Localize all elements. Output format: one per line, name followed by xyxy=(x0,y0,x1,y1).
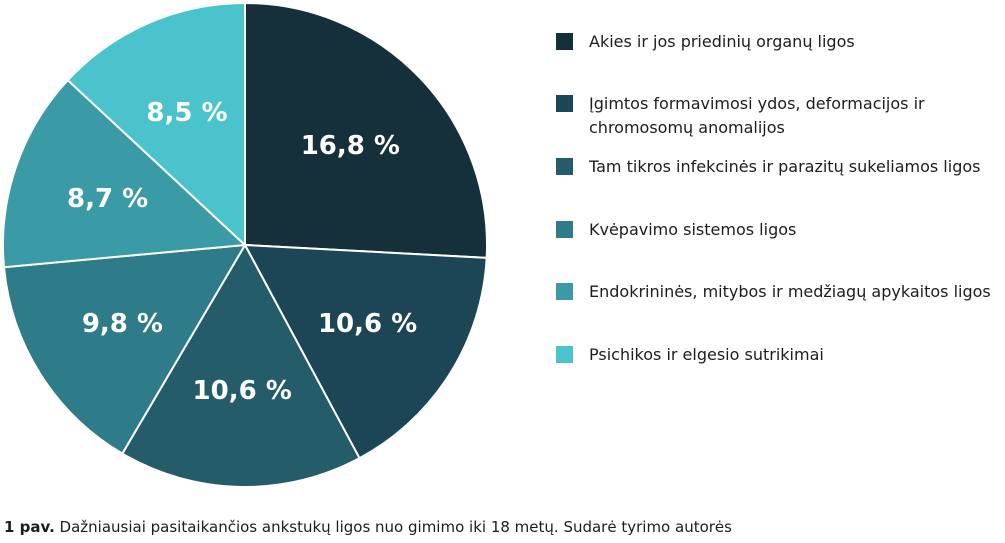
legend-swatch xyxy=(556,95,573,112)
pie-chart: 16,8 % 10,6 % 10,6 % 9,8 % 8,7 % 8,5 % xyxy=(2,1,488,488)
legend-label: Įgimtos formavimosi ydos, deformacijos i… xyxy=(589,94,925,137)
legend-item: Tam tikros infekcinės ir parazitų sukeli… xyxy=(556,155,1005,179)
pie-slice xyxy=(2,243,247,455)
slice-data-label: 8,5 % xyxy=(146,98,227,128)
legend-label: Akies ir jos priedinių organų ligos xyxy=(589,32,855,51)
caption-text: Dažniausiai pasitaikančios ankstukų ligo… xyxy=(54,518,732,536)
pie-slice xyxy=(66,1,246,248)
legend-swatch xyxy=(556,221,573,238)
pie-slice xyxy=(120,242,361,488)
legend-item: Akies ir jos priedinių organų ligos xyxy=(556,30,1005,54)
slice-data-label: 10,6 % xyxy=(318,309,417,339)
pie-slice xyxy=(243,243,488,460)
legend-swatch xyxy=(556,158,573,175)
slice-data-label: 10,6 % xyxy=(193,376,292,406)
legend-swatch xyxy=(556,33,573,50)
slice-data-label: 16,8 % xyxy=(301,131,400,161)
legend-label: Kvėpavimo sistemos ligos xyxy=(589,220,797,239)
legend-item: Įgimtos formavimosi ydos, deformacijos i… xyxy=(556,92,1005,140)
caption-label: 1 pav. xyxy=(4,518,55,536)
legend-item: Psichikos ir elgesio sutrikimai xyxy=(556,343,1005,367)
pie-slice xyxy=(244,1,488,259)
legend-label: Psichikos ir elgesio sutrikimai xyxy=(589,345,824,364)
pie-slice xyxy=(2,78,248,269)
legend-item: Kvėpavimo sistemos ligos xyxy=(556,218,1005,242)
legend-label: Endokrininės, mitybos ir medžiagų apykai… xyxy=(589,282,991,301)
slice-data-label: 9,8 % xyxy=(82,309,163,339)
legend-swatch xyxy=(556,346,573,363)
figure-caption: 1 pav. Dažniausiai pasitaikančios ankstu… xyxy=(4,518,732,536)
legend-swatch xyxy=(556,283,573,300)
legend-label: Tam tikros infekcinės ir parazitų sukeli… xyxy=(589,157,981,176)
slice-data-label: 8,7 % xyxy=(67,184,148,214)
legend-item: Endokrininės, mitybos ir medžiagų apykai… xyxy=(556,280,1005,304)
